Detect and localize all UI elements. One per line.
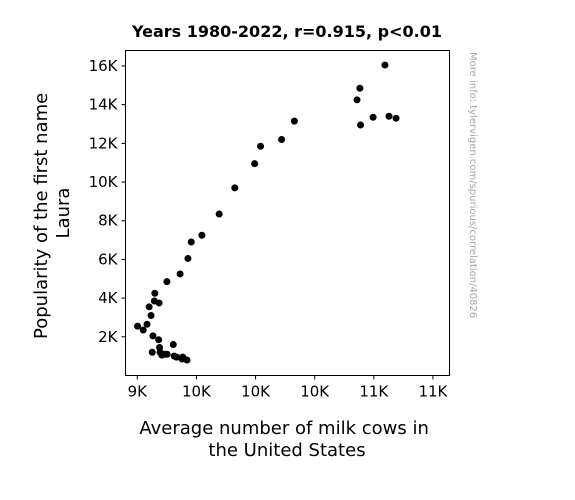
data-point <box>145 303 153 311</box>
data-point <box>147 312 155 320</box>
data-point <box>198 231 206 239</box>
chart-title: Years 1980-2022, r=0.915, p<0.01 <box>131 22 442 41</box>
data-point <box>357 121 365 129</box>
y-tick-label: 14K <box>89 96 119 114</box>
data-point <box>163 350 171 358</box>
data-point <box>278 135 286 143</box>
data-points <box>134 61 400 364</box>
x-tick-label: 11K <box>359 383 389 401</box>
data-point <box>134 322 142 330</box>
data-point <box>231 184 239 192</box>
data-point <box>385 112 393 120</box>
y-axis-label: Popularity of the first name Laura <box>31 87 74 339</box>
y-axis-label-line-2: Laura <box>53 188 74 239</box>
data-point <box>143 320 151 328</box>
y-tick-label: 6K <box>98 250 119 268</box>
source-watermark: More info: tylervigen.com/spurious/corre… <box>467 52 478 318</box>
data-point <box>184 254 192 262</box>
y-tick-label: 8K <box>98 212 119 230</box>
data-point <box>290 117 298 125</box>
y-tick-label: 12K <box>89 134 119 152</box>
data-point <box>215 210 223 218</box>
data-point <box>187 238 195 246</box>
data-point <box>173 353 181 361</box>
data-point <box>155 299 163 307</box>
data-point <box>392 114 400 122</box>
data-point <box>183 356 191 364</box>
data-point <box>151 289 159 297</box>
x-axis-label: Average number of milk cows in the Unite… <box>139 418 434 461</box>
data-point <box>251 160 259 168</box>
x-axis-label-line-1: Average number of milk cows in <box>139 418 429 439</box>
y-axis-ticks: 2K 4K 6K 8K 10K 12K 14K 16K <box>89 57 126 346</box>
x-tick-label: 10K <box>300 383 330 401</box>
data-point <box>163 278 171 286</box>
y-tick-label: 10K <box>89 173 119 191</box>
data-point <box>353 96 361 104</box>
y-axis-label-line-1: Popularity of the first name <box>31 93 52 339</box>
x-tick-label: 10K <box>241 383 271 401</box>
data-point <box>369 113 377 121</box>
data-point <box>381 61 389 69</box>
y-tick-label: 16K <box>89 57 119 75</box>
x-tick-label: 10K <box>182 383 212 401</box>
data-point <box>176 270 184 278</box>
data-point <box>155 336 163 344</box>
x-axis-ticks: 9K 10K 10K 10K 11K 11K <box>128 375 449 401</box>
data-point <box>149 332 157 340</box>
x-tick-label: 9K <box>128 383 149 401</box>
data-point <box>139 326 147 334</box>
y-tick-label: 2K <box>98 328 119 346</box>
plot-area <box>125 50 450 376</box>
x-axis-label-line-2: the United States <box>208 440 365 461</box>
x-tick-label: 11K <box>418 383 448 401</box>
data-point <box>148 348 156 356</box>
y-tick-label: 4K <box>98 289 119 307</box>
data-point <box>356 84 364 92</box>
data-point <box>257 142 265 150</box>
data-point <box>169 341 177 349</box>
